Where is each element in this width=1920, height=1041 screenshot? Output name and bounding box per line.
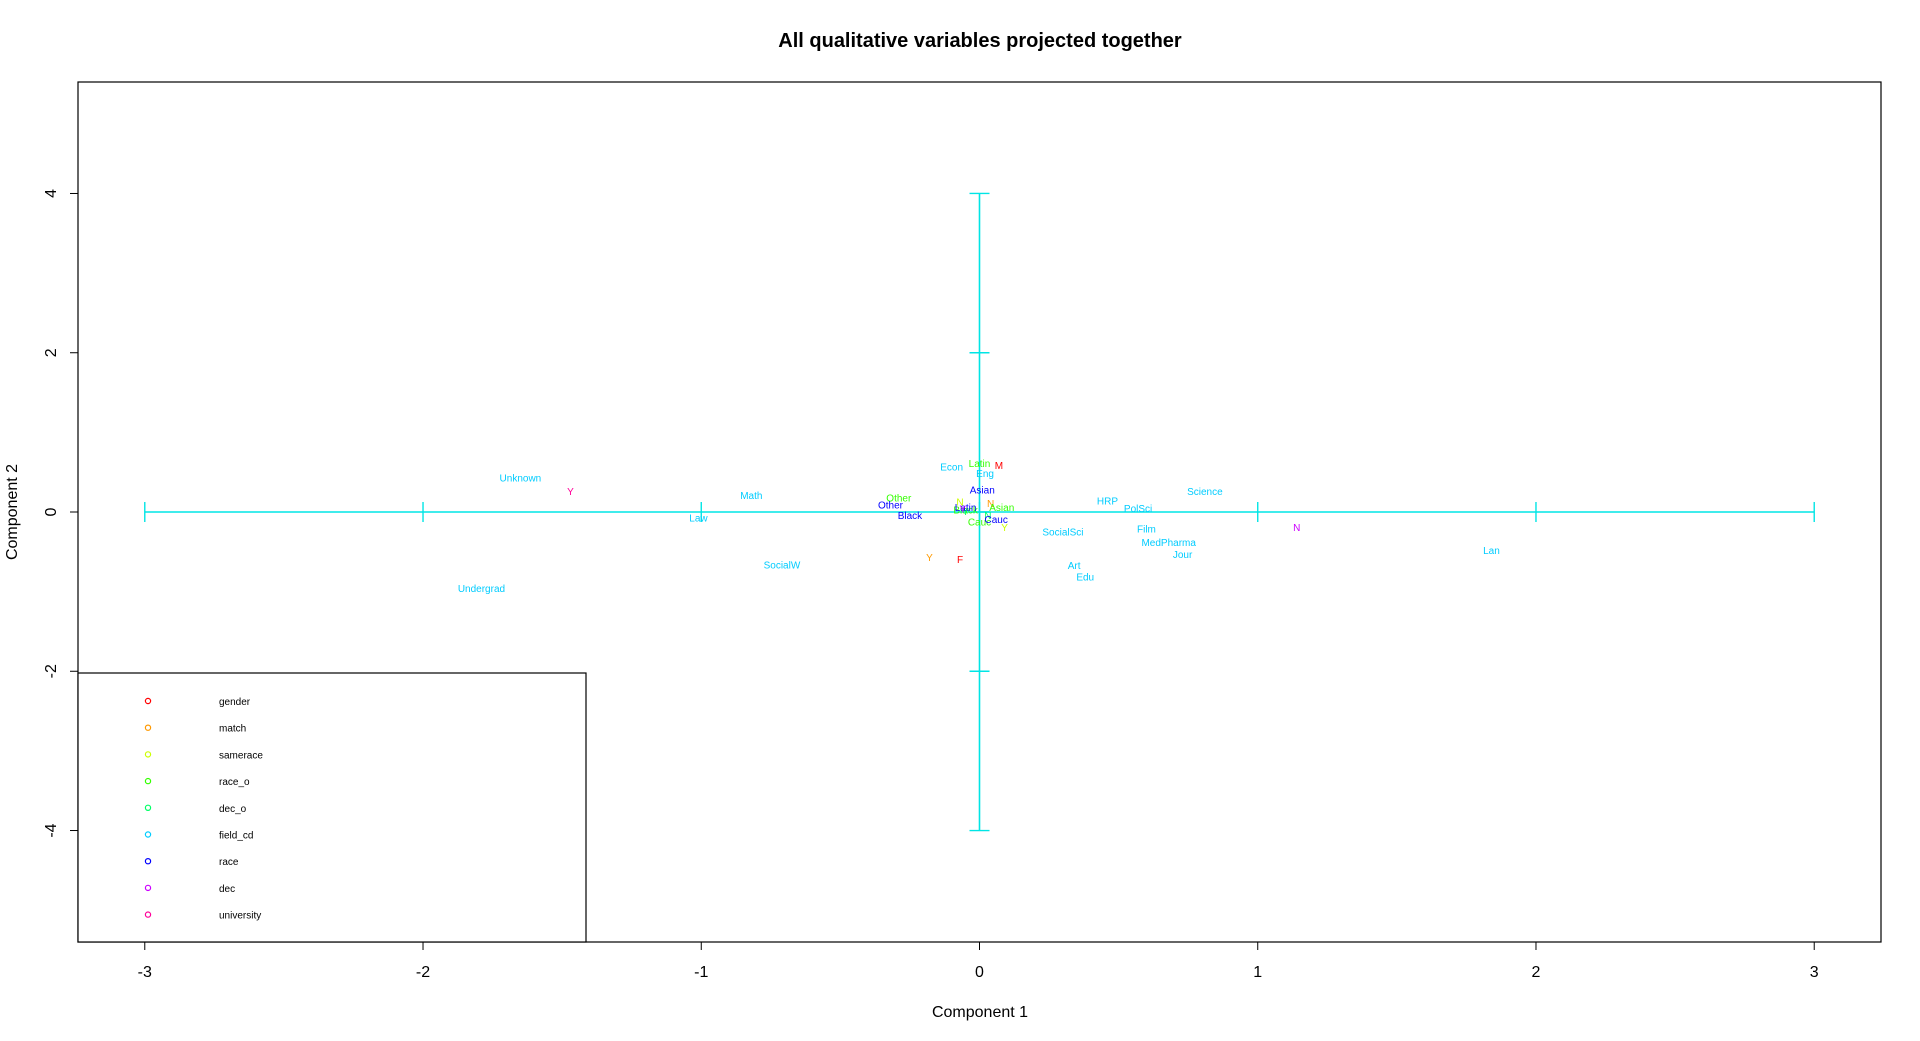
point-label-match: Y [926, 553, 933, 564]
y-tick-label: -2 [43, 664, 60, 678]
point-label-dec: Y [959, 505, 966, 516]
chart-title: All qualitative variables projected toge… [778, 30, 1182, 52]
point-label-race_o: Latin [969, 459, 991, 470]
point-label-race: Cauc [985, 515, 1008, 526]
y-tick-label: -4 [43, 823, 60, 837]
point-label-samerace: N [956, 497, 963, 508]
legend: gender match samerace race_o dec_o field_cdra… [77, 672, 587, 943]
legend-marker [144, 777, 152, 785]
y-tick-label: 4 [43, 189, 60, 198]
x-axis: -3 -2 -1 0 1 2 3 [138, 942, 1819, 981]
point-label-race: Latin [955, 503, 977, 514]
legend-box [77, 672, 587, 943]
legend-marker [144, 858, 152, 865]
x-tick-label: -1 [694, 964, 708, 981]
point-label-race_o: Black [953, 505, 978, 516]
x-tick-label: -2 [416, 964, 430, 981]
legend-label: race [219, 857, 239, 868]
legend-label: match [219, 724, 246, 735]
point-label-race_o: Cauc [968, 517, 991, 528]
legend-marker [144, 804, 152, 812]
point-label-dec: N [1293, 523, 1300, 534]
point-label-field_cd: Science [1187, 487, 1223, 498]
legend-label: gender [219, 697, 251, 708]
point-label-university: Y [567, 487, 574, 498]
point-label-field_cd: Math [740, 491, 762, 502]
point-label-match: N [987, 499, 994, 510]
point-label-field_cd: Jour [1173, 550, 1193, 561]
point-label-field_cd: SocialW [764, 560, 801, 571]
point-label-race: Other [878, 501, 904, 512]
point-label-gender: M [995, 461, 1003, 472]
legend-marker [144, 831, 152, 838]
x-tick-label: -3 [138, 964, 152, 981]
point-label-dec_o: N [984, 511, 991, 522]
point-label-field_cd: PolSci [1124, 504, 1152, 515]
legend-marker [144, 697, 152, 705]
point-label-samerace: Y [1001, 523, 1008, 534]
point-label-field_cd: MedPharma [1141, 538, 1196, 549]
point-label-race_o: Other [886, 493, 912, 504]
y-tick-label: 0 [43, 507, 60, 516]
point-label-field_cd: Undergrad [458, 584, 505, 595]
y-axis: -4 -2 0 2 4 [43, 189, 78, 838]
point-label-field_cd: Film [1137, 525, 1156, 536]
legend-marker [144, 751, 152, 758]
point-label-field_cd: Econ [940, 462, 963, 473]
legend-marker [144, 884, 152, 892]
y-tick-label: 2 [43, 348, 60, 357]
x-tick-label: 1 [1253, 964, 1262, 981]
legend-label: university [219, 911, 261, 922]
crosshair-bars [144, 192, 1815, 832]
point-label-field_cd: Art [1068, 561, 1081, 572]
x-tick-label: 2 [1532, 964, 1541, 981]
point-label-field_cd: Eng [976, 469, 994, 480]
legend-label: dec_o [219, 804, 247, 815]
legend-marker [144, 724, 152, 731]
point-label-dec_o: Y [962, 507, 969, 518]
point-label-race_o: Asian [989, 503, 1014, 514]
legend-marker [144, 911, 152, 918]
y-axis-title: Component 2 [4, 464, 21, 560]
legend-label: race_o [219, 777, 250, 788]
x-tick-label: 3 [1810, 964, 1819, 981]
x-axis-title: Component 1 [932, 1004, 1028, 1021]
point-label-race: Black [898, 511, 923, 522]
legend-label: field_cd [219, 831, 253, 842]
legend-label: samerace [219, 750, 263, 761]
x-tick-label: 0 [975, 964, 984, 981]
point-label-gender: F [957, 555, 963, 566]
point-label-field_cd: HRP [1097, 497, 1118, 508]
point-label-field_cd: Edu [1076, 572, 1094, 583]
point-label-field_cd: SocialSci [1042, 528, 1083, 539]
legend-label: dec [219, 884, 235, 895]
point-label-race: Asian [970, 486, 995, 497]
point-label-field_cd: Law [689, 513, 708, 524]
point-label-field_cd: Lan [1483, 546, 1500, 557]
point-label-field_cd: Unknown [500, 474, 542, 485]
